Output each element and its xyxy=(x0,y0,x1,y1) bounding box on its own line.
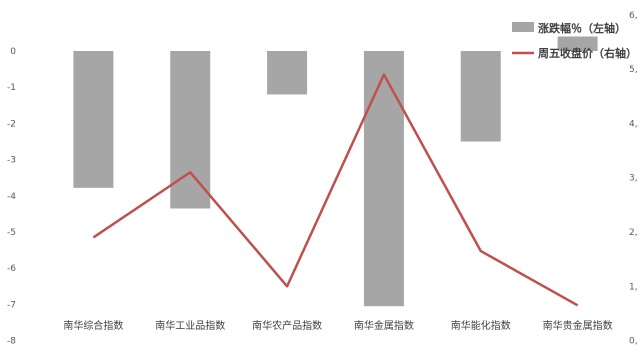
category-label: 南华工业品指数 xyxy=(155,319,225,332)
left-axis: 0 -1 -2 -3 -4 -5 -6 -7 -8 xyxy=(7,47,16,347)
bar xyxy=(363,51,404,307)
left-tick-label: -5 xyxy=(7,228,16,238)
left-tick-label: -8 xyxy=(7,337,16,347)
left-tick-label: -4 xyxy=(7,192,16,202)
legend-bar-swatch xyxy=(512,22,534,32)
right-tick-label: 6, xyxy=(629,11,638,21)
left-tick-label: -3 xyxy=(7,156,16,166)
category-label: 南华金属指数 xyxy=(354,319,414,332)
legend-line-label: 周五收盘价（右轴） xyxy=(538,46,637,60)
category-label: 南华贵金属指数 xyxy=(543,319,613,332)
bar xyxy=(460,51,501,142)
category-label: 南华农产品指数 xyxy=(252,319,322,332)
right-tick-label: 0, xyxy=(629,337,638,347)
right-axis: 0, 1, 2, 3, 4, 5, 6, xyxy=(629,11,638,347)
right-tick-label: 5, xyxy=(629,65,638,75)
bar xyxy=(267,51,308,95)
bar-series xyxy=(73,36,598,307)
legend: 涨跌幅％（左轴） 周五收盘价（右轴） xyxy=(512,21,637,60)
right-tick-label: 1, xyxy=(629,282,638,292)
line-series xyxy=(92,73,579,307)
legend-bar-label: 涨跌幅％（左轴） xyxy=(538,21,626,35)
bar xyxy=(170,51,211,209)
right-tick-label: 2, xyxy=(629,228,638,238)
left-tick-label: 0 xyxy=(10,47,16,57)
left-tick-label: -1 xyxy=(7,83,16,93)
right-tick-label: 3, xyxy=(629,174,638,184)
category-label: 南华能化指数 xyxy=(451,319,511,332)
left-tick-label: -7 xyxy=(7,300,16,310)
right-tick-label: 4, xyxy=(629,119,638,129)
line-path xyxy=(92,73,579,307)
left-tick-label: -2 xyxy=(7,119,16,129)
left-tick-label: -6 xyxy=(7,264,16,274)
category-label: 南华综合指数 xyxy=(63,319,123,332)
category-axis: 南华综合指数 南华工业品指数 南华农产品指数 南华金属指数 南华能化指数 南华贵金属指数 xyxy=(63,319,612,332)
bar xyxy=(557,36,598,51)
bar xyxy=(73,51,114,188)
